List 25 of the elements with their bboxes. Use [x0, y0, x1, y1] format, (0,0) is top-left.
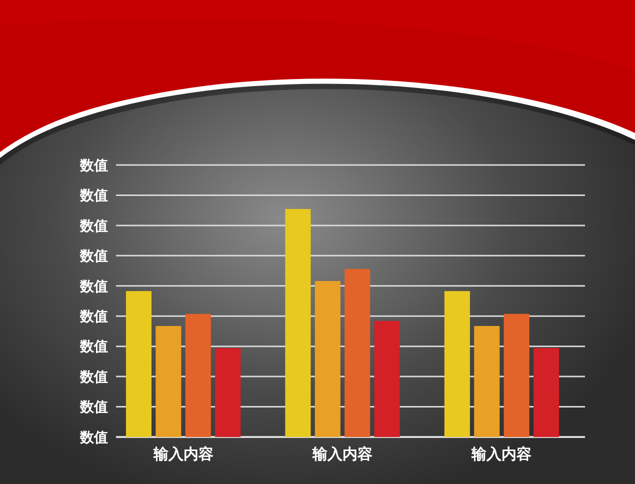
bar: [444, 291, 470, 437]
text: 数值: [79, 339, 108, 356]
bar: [374, 320, 400, 437]
bar: [534, 348, 560, 437]
text: 数值: [79, 218, 108, 234]
x-tick-label: 输入内容: [152, 445, 214, 463]
x-tick-label: 输入内容: [312, 445, 372, 463]
bar: [314, 281, 340, 437]
text: 数值: [79, 430, 108, 446]
bar: [344, 268, 370, 437]
text: 数值: [79, 248, 108, 265]
bar: [215, 348, 241, 437]
x-tick-label: 输入内容: [470, 445, 532, 463]
text: 数值: [79, 188, 108, 204]
text: 数值: [79, 278, 108, 295]
text: 数值: [79, 309, 108, 326]
bar: [185, 314, 211, 437]
bar: [285, 209, 311, 437]
text: 数值: [79, 158, 108, 174]
text: 数值: [79, 369, 108, 386]
bar: [504, 314, 530, 437]
bar: [474, 326, 500, 437]
text: 数值: [79, 400, 108, 416]
bar: [126, 291, 152, 437]
bar: [156, 326, 182, 437]
